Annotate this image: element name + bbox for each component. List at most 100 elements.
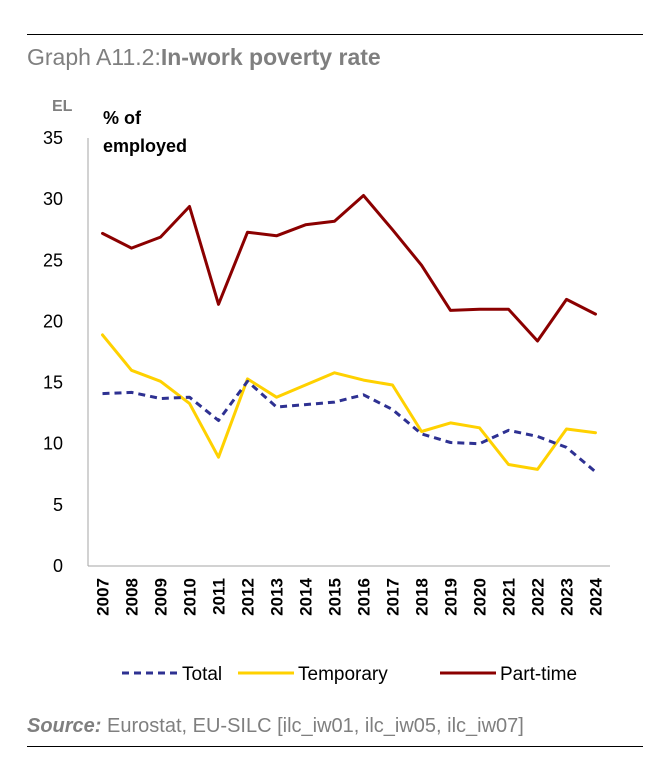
data-point-part-time (478, 308, 481, 311)
data-point-total (594, 470, 597, 473)
data-point-total (246, 380, 249, 383)
x-tick-label: 2016 (355, 578, 374, 616)
data-point-total (420, 432, 423, 435)
data-point-temporary (188, 402, 191, 405)
data-point-part-time (507, 308, 510, 311)
graph-title: Graph A11.2:In-work poverty rate (27, 44, 381, 71)
y-axis-ticks: 0 5 10 15 20 25 30 35 (43, 128, 63, 576)
legend-label: Temporary (298, 664, 388, 685)
legend: Total Temporary Part-time (122, 664, 577, 685)
legend-label: Part-time (500, 664, 577, 685)
data-point-temporary (478, 426, 481, 429)
x-tick-label: 2012 (239, 578, 258, 616)
data-point-total (478, 442, 481, 445)
country-label: EL (52, 98, 73, 115)
data-point-temporary (275, 396, 278, 399)
data-point-part-time (246, 231, 249, 234)
x-tick-label: 2023 (558, 578, 577, 616)
data-point-temporary (101, 333, 104, 336)
y-tick-label: 5 (53, 495, 63, 515)
series-line-part-time (101, 194, 597, 343)
x-tick-label: 2015 (326, 578, 345, 616)
data-point-part-time (101, 232, 104, 235)
data-point-temporary (536, 468, 539, 471)
data-point-temporary (333, 371, 336, 374)
data-point-part-time (420, 264, 423, 267)
data-point-part-time (449, 309, 452, 312)
data-point-part-time (594, 313, 597, 316)
data-point-total (333, 401, 336, 404)
data-point-part-time (391, 228, 394, 231)
data-point-temporary (565, 428, 568, 431)
source-line: Source: Eurostat, EU-SILC [ilc_iw01, ilc… (27, 715, 524, 738)
x-tick-label: 2011 (210, 578, 229, 615)
data-point-total (565, 446, 568, 449)
x-tick-label: 2018 (413, 578, 432, 616)
axes (87, 138, 610, 567)
data-point-total (362, 393, 365, 396)
data-point-part-time (333, 220, 336, 223)
x-tick-label: 2019 (442, 578, 461, 616)
y-tick-label: 0 (53, 556, 63, 576)
data-point-part-time (565, 298, 568, 301)
data-point-part-time (217, 303, 220, 306)
y-tick-label: 30 (43, 189, 63, 209)
data-point-part-time (536, 340, 539, 343)
title-main: In-work poverty rate (160, 44, 381, 70)
data-point-total (507, 429, 510, 432)
data-point-total (275, 406, 278, 409)
x-tick-label: 2022 (529, 578, 548, 616)
data-point-total (101, 392, 104, 395)
x-axis-ticks: 2007 2008 2009 2010 2011 2012 2013 2014 2015 2016… (94, 577, 606, 615)
x-tick-label: 2009 (152, 578, 171, 616)
source-label: Source: (27, 715, 102, 737)
y-tick-label: 25 (43, 250, 63, 270)
data-point-total (159, 397, 162, 400)
data-point-temporary (217, 456, 220, 459)
source-text: Eurostat, EU-SILC [ilc_iw01, ilc_iw05, i… (101, 715, 524, 737)
data-point-temporary (594, 431, 597, 434)
y-tick-label: 15 (43, 373, 63, 393)
data-point-total (449, 441, 452, 444)
y-tick-label: 35 (43, 128, 63, 148)
data-point-part-time (304, 223, 307, 226)
data-point-total (188, 396, 191, 399)
data-point-total (217, 419, 220, 422)
data-point-part-time (275, 234, 278, 237)
data-point-temporary (304, 384, 307, 387)
data-point-temporary (449, 421, 452, 424)
data-point-total (391, 408, 394, 411)
x-tick-label: 2007 (94, 578, 113, 616)
unit-label-line1: % of (103, 108, 142, 128)
y-tick-label: 10 (43, 434, 63, 454)
data-point-temporary (130, 369, 133, 372)
legend-label: Total (182, 664, 222, 685)
bottom-rule (27, 746, 643, 747)
x-tick-label: 2021 (500, 578, 519, 616)
x-tick-label: 2020 (471, 578, 490, 616)
data-point-part-time (130, 247, 133, 250)
title-prefix: Graph A11.2: (27, 44, 161, 70)
data-point-part-time (362, 194, 365, 197)
data-point-temporary (159, 380, 162, 383)
x-tick-label: 2010 (181, 578, 200, 616)
data-point-total (536, 435, 539, 438)
series-line-temporary (101, 333, 597, 471)
x-tick-label: 2008 (123, 578, 142, 616)
x-tick-label: 2014 (297, 577, 316, 615)
data-point-part-time (159, 236, 162, 239)
x-tick-label: 2024 (587, 577, 606, 615)
data-point-total (304, 403, 307, 406)
series-lines (101, 194, 597, 473)
top-rule (27, 34, 643, 35)
x-tick-label: 2013 (268, 578, 287, 616)
data-point-total (130, 391, 133, 394)
unit-label-line2: employed (103, 136, 187, 156)
data-point-part-time (188, 205, 191, 208)
data-point-temporary (507, 463, 510, 466)
data-point-temporary (362, 379, 365, 382)
x-tick-label: 2017 (384, 578, 403, 616)
y-tick-label: 20 (43, 311, 63, 331)
data-point-temporary (391, 384, 394, 387)
